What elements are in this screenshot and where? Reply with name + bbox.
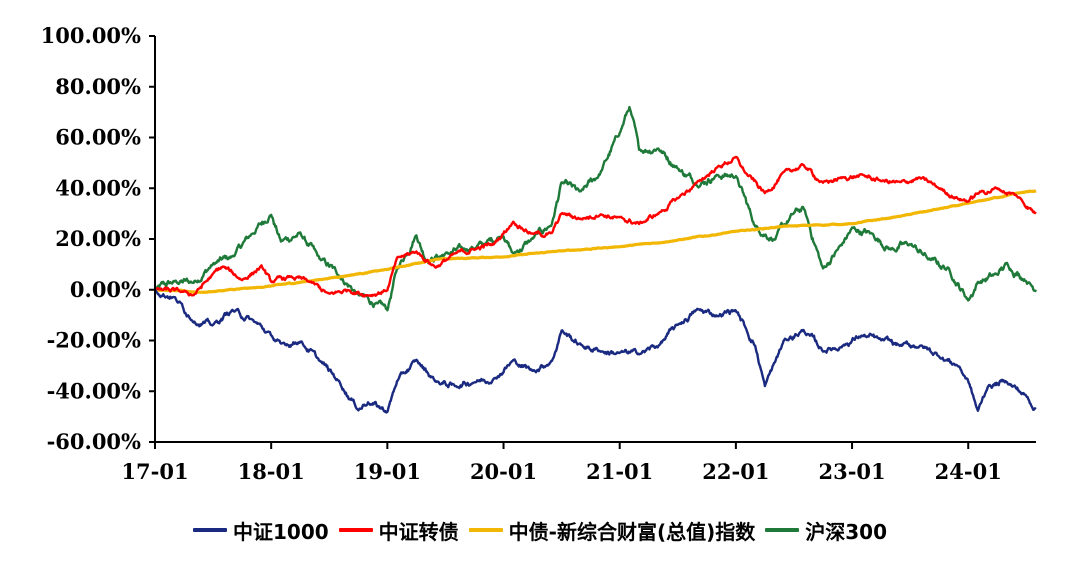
y-tick-label: 60.00%	[55, 125, 141, 150]
legend-swatch	[468, 528, 503, 532]
series-line-4	[154, 105, 1038, 312]
series-line-3	[154, 189, 1037, 294]
x-tick-label: 22-01	[702, 459, 769, 484]
y-tick-label: 0.00%	[70, 277, 141, 302]
legend-item-3: 中债-新综合财富(总值)指数	[468, 516, 756, 545]
legend-item-2: 中证转债	[338, 516, 459, 545]
x-tick-label: 20-01	[470, 459, 537, 484]
legend-label: 中证转债	[378, 519, 459, 544]
legend-swatch	[192, 528, 227, 532]
legend-swatch	[338, 528, 373, 532]
legend-label: 中证1000	[232, 519, 329, 544]
x-tick-label: 21-01	[586, 459, 653, 484]
legend-item-1: 中证1000	[192, 516, 329, 545]
y-tick-label: -40.00%	[47, 378, 141, 403]
series-line-2	[154, 155, 1037, 298]
legend-swatch	[765, 528, 800, 532]
y-tick-label: 20.00%	[55, 226, 141, 251]
legend-label: 中债-新综合财富(总值)指数	[508, 519, 756, 544]
y-tick-label: 80.00%	[55, 74, 141, 99]
line-chart: 100.00% 80.00% 60.00% 40.00% 20.00% 0.00% -20.…	[41, 23, 1038, 484]
y-tick-label: -60.00%	[47, 429, 141, 454]
series-layer	[154, 105, 1038, 414]
y-tick-label: 40.00%	[55, 175, 141, 200]
x-tick-label: 19-01	[354, 459, 421, 484]
x-tick-label: 17-01	[121, 459, 188, 484]
y-tick-label: 100.00%	[41, 23, 141, 48]
x-tick-label: 23-01	[818, 459, 885, 484]
x-tick-label: 18-01	[238, 459, 305, 484]
chart-legend: 中证1000 中证转债 中债-新综合财富(总值)指数 沪深300	[0, 512, 1080, 548]
legend-label: 沪深300	[805, 519, 887, 544]
y-tick-label: -20.00%	[47, 328, 141, 353]
x-tick-label: 24-01	[935, 459, 1002, 484]
legend-item-4: 沪深300	[765, 516, 887, 545]
series-line-1	[154, 289, 1037, 414]
axes-layer: 100.00% 80.00% 60.00% 40.00% 20.00% 0.00% -20.…	[41, 23, 1036, 484]
